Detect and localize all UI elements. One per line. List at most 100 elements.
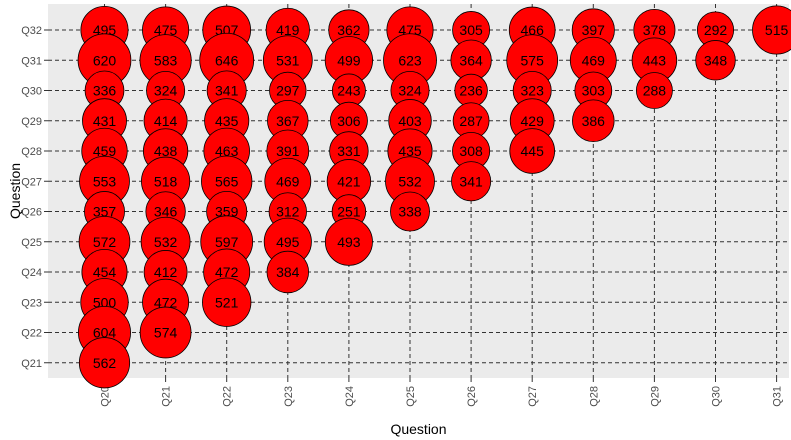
x-tick-label: Q30 [711,386,723,407]
y-tick-label: Q23 [21,297,42,309]
bubble-value-label: 454 [93,264,117,280]
bubble-value-label: 597 [215,234,239,250]
y-tick-label: Q32 [21,25,42,37]
bubble-value-label: 303 [582,83,606,99]
x-tick-label: Q23 [283,386,295,407]
bubble-value-label: 324 [398,83,422,99]
y-tick-label: Q31 [21,55,42,67]
bubble-value-label: 421 [337,173,361,189]
bubble [324,217,373,266]
bubble-value-label: 297 [276,83,300,99]
x-tick-label: Q29 [649,386,661,407]
bubble-value-label: 623 [398,52,422,68]
y-tick-label: Q21 [21,358,42,370]
bubble-value-label: 364 [459,52,483,68]
bubble-value-label: 331 [337,143,361,159]
bubble-value-label: 646 [215,52,239,68]
bubble-value-label: 243 [337,83,361,99]
bubble [390,191,430,232]
y-tick-label: Q29 [21,116,42,128]
bubble-value-label: 391 [276,143,300,159]
bubble-value-label: 499 [337,52,361,68]
bubble-value-label: 362 [337,22,361,38]
x-axis-title: Question [390,421,446,437]
bubble-value-label: 604 [93,325,117,341]
bubble-value-label: 553 [93,173,117,189]
bubble-value-label: 378 [643,22,667,38]
y-axis-ticks: Q21 Q22 Q23 Q24 Q25 Q26 Q27 Q28 Q29 Q30 Q31 Q32 [21,25,48,370]
bubble-value-label: 495 [276,234,300,250]
bubble-value-label: 438 [154,143,178,159]
x-tick-label: Q25 [405,386,417,407]
bubble-value-label: 324 [154,83,178,99]
bubble-value-label: 575 [521,52,545,68]
bubble-value-label: 338 [398,204,422,220]
bubble-value-label: 495 [93,22,117,38]
bubble-value-label: 312 [276,204,300,220]
bubble-value-label: 463 [215,143,239,159]
bubble [752,5,791,55]
bubble-value-label: 475 [154,22,178,38]
y-tick-label: Q25 [21,237,42,249]
x-tick-label: Q28 [588,386,600,407]
bubble-value-label: 236 [459,83,483,99]
bubble-value-label: 359 [215,204,239,220]
bubble-value-label: 469 [276,173,300,189]
bubble-value-label: 562 [93,355,117,371]
bubble-value-label: 341 [215,83,239,99]
bubble-value-label: 403 [398,113,422,129]
bubble-value-label: 518 [154,173,178,189]
y-tick-label: Q27 [21,176,42,188]
x-tick-label: Q27 [527,386,539,407]
bubble [139,306,192,359]
bubble [202,277,252,327]
bubble-value-label: 384 [276,264,300,280]
bubble [266,250,310,294]
bubble-value-label: 493 [337,234,361,250]
bubble-value-label: 386 [582,113,606,129]
y-axis-title: Question [7,163,23,219]
x-tick-label: Q26 [466,386,478,407]
bubble-value-label: 435 [398,143,422,159]
bubble-value-label: 357 [93,204,117,220]
bubble-value-label: 445 [521,143,545,159]
y-tick-label: Q26 [21,207,42,219]
bubble-value-label: 500 [93,294,117,310]
bubble-value-label: 521 [215,294,239,310]
bubble-value-label: 620 [93,52,117,68]
bubble [451,161,492,202]
y-tick-label: Q30 [21,86,42,98]
bubble-value-label: 574 [154,325,178,341]
bubble-value-label: 431 [93,113,117,129]
bubble-value-label: 532 [398,173,422,189]
bubble-value-label: 288 [643,83,667,99]
bubble [509,128,556,174]
bubble-value-label: 515 [765,22,789,38]
bubble-value-label: 583 [154,52,178,68]
x-tick-label: Q24 [344,386,356,407]
bubble-value-label: 466 [521,22,545,38]
bubble-value-label: 412 [154,264,178,280]
y-tick-label: Q24 [21,267,42,279]
bubble [695,40,736,81]
bubble-value-label: 532 [154,234,178,250]
y-tick-label: Q28 [21,146,42,158]
bubble [572,99,615,143]
bubble-value-label: 572 [93,234,117,250]
bubble [78,337,131,389]
bubble-value-label: 419 [276,22,300,38]
bubble-value-label: 469 [582,52,606,68]
bubble-value-label: 346 [154,204,178,220]
bubble-value-label: 306 [337,113,361,129]
x-tick-label: Q20 [100,386,112,407]
bubble [635,72,673,109]
bubble-value-label: 429 [521,113,545,129]
bubble-value-label: 459 [93,143,117,159]
y-tick-label: Q22 [21,328,42,340]
bubble-value-label: 531 [276,52,300,68]
bubble-value-label: 341 [459,173,483,189]
bubble-value-label: 443 [643,52,667,68]
bubble-value-label: 287 [459,113,483,129]
bubble-value-label: 251 [337,204,361,220]
